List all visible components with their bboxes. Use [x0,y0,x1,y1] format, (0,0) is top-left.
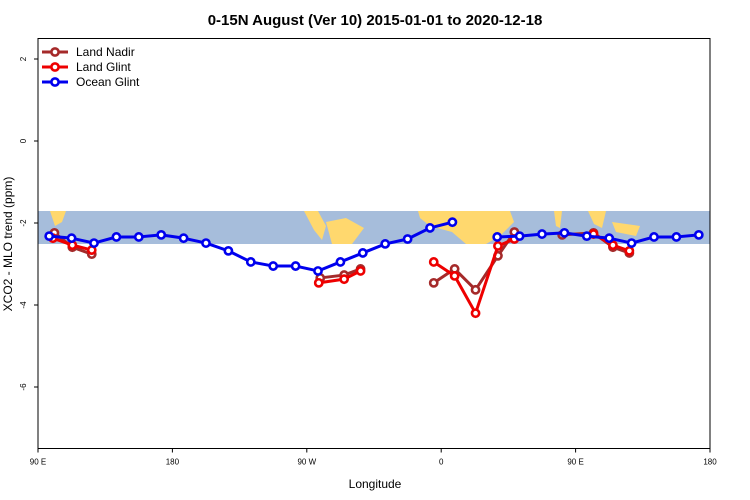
map-land [612,222,640,236]
data-point [608,240,618,251]
map-land [554,211,562,228]
data-point [339,274,350,285]
legend-label: Ocean Glint [76,75,140,89]
map-land [418,211,514,244]
data-point [268,261,279,271]
data-point [178,233,189,244]
data-point [671,232,682,242]
map-land [588,211,606,228]
y-tick-label: 2 [19,56,28,61]
data-point [313,266,323,276]
data-point [89,238,99,248]
data-point [493,241,503,251]
data-point [626,238,637,248]
data-point [355,266,366,276]
data-point [447,217,458,228]
data-point [428,277,439,288]
data-point [133,232,144,242]
map-land [326,218,364,244]
data-point [470,284,481,295]
data-point [402,234,413,244]
legend-marker [50,77,60,87]
x-tick-label: 90 E [567,458,583,467]
data-point [581,231,592,242]
data-point [313,277,324,288]
data-point [335,257,346,267]
data-point [693,229,704,240]
data-point [66,233,77,244]
y-tick-label: -4 [19,301,28,309]
data-point [156,229,167,240]
x-tick-label: 180 [703,458,717,467]
data-point [428,257,439,267]
x-tick-label: 90 E [30,458,46,467]
data-point [559,227,570,238]
data-point [380,239,391,249]
data-point [624,245,635,256]
legend-marker [50,47,60,57]
data-point [425,223,435,233]
data-point [649,232,659,242]
data-point [537,229,547,239]
chart-title: 0-15N August (Ver 10) 2015-01-01 to 2020… [208,12,543,29]
data-point [245,257,256,267]
y-tick-label: -6 [19,383,28,391]
data-point [44,231,55,242]
map-band [38,211,710,244]
data-point [201,238,211,248]
legend-marker [50,62,60,72]
y-tick-label: -2 [19,219,28,227]
legend-label: Land Nadir [76,45,135,59]
map-land [50,211,66,226]
data-point [290,261,301,271]
x-axis-label: Longitude [349,477,402,491]
map-land [304,211,326,240]
x-tick-label: 90 W [297,458,316,467]
data-point [514,231,525,242]
data-point [111,232,122,242]
data-point [492,232,503,242]
data-point [449,270,460,281]
x-tick-label: 180 [166,458,180,467]
y-tick-label: 0 [19,138,28,143]
data-point [470,308,481,319]
x-tick-label: 0 [439,458,444,467]
plot-frame [37,38,711,449]
data-point [357,248,368,258]
y-axis-label: XCO2 - MLO trend (ppm) [1,177,15,312]
legend-label: Land Glint [76,60,131,74]
data-point [223,245,234,256]
data-point [604,233,615,244]
